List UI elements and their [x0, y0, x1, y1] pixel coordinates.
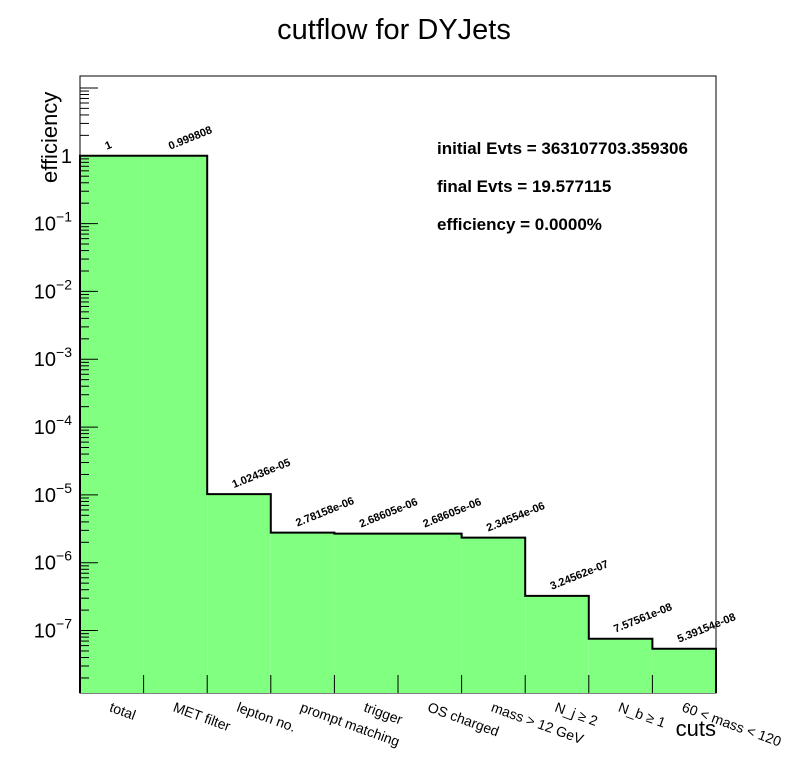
bar-value-label: 1: [103, 139, 113, 152]
stats-box: initial Evts = 363107703.359306 final Evt…: [437, 139, 688, 234]
bar: [207, 494, 271, 693]
histogram-outline: [79, 154, 717, 693]
stats-line: efficiency = 0.0000%: [437, 215, 602, 234]
y-tick-label: 10−4: [34, 412, 72, 439]
y-tick-label: 10−2: [34, 276, 72, 303]
bar: [461, 537, 526, 693]
bar: [652, 648, 716, 693]
stats-line: final Evts = 19.577115: [437, 177, 611, 196]
bar: [398, 533, 462, 693]
y-tick-label: 10−3: [34, 344, 72, 371]
y-tick-label: 10−1: [34, 209, 72, 236]
x-axis-ticks: [143, 675, 653, 693]
chart-title: cutflow for DYJets: [277, 14, 511, 46]
bar: [588, 638, 653, 693]
bars-group: [80, 155, 716, 694]
x-axis-label: cuts: [676, 716, 716, 741]
bar: [334, 533, 398, 693]
bar: [80, 155, 144, 693]
stats-line: initial Evts = 363107703.359306: [437, 139, 688, 158]
bar: [525, 595, 589, 693]
y-tick-label: 1: [61, 146, 72, 168]
bar: [143, 155, 208, 694]
y-axis-label: efficiency: [37, 92, 62, 183]
y-tick-label: 10−6: [34, 548, 72, 575]
y-tick-label: 10−5: [34, 480, 72, 507]
y-tick-label: 10−7: [34, 616, 72, 643]
y-axis-ticks: 1 10−1 10−2 10−3 10−4 10−5 10−6 10−7: [34, 87, 98, 679]
bar: [270, 532, 335, 693]
